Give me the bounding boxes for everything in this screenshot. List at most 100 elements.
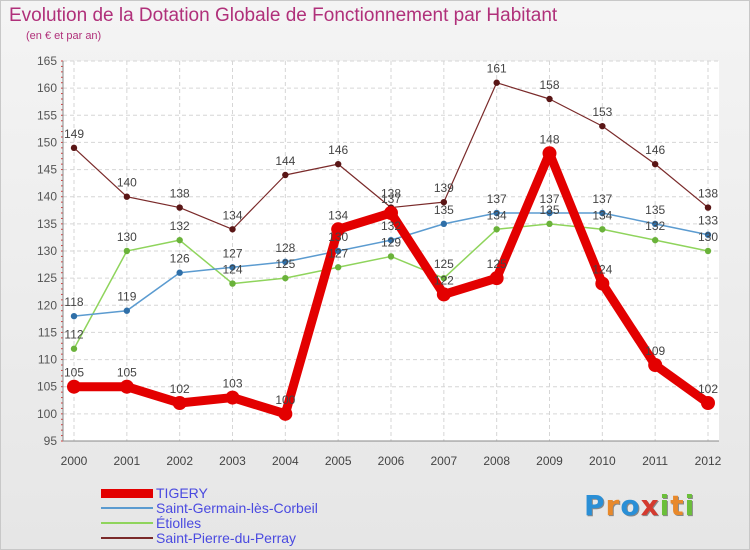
- data-point-0: [119, 379, 134, 394]
- legend-label: Saint-Pierre-du-Perray: [156, 530, 297, 546]
- proxiti-logo: Proxiti: [584, 489, 695, 522]
- data-point-0: [225, 390, 240, 405]
- data-point-1: [70, 312, 78, 320]
- data-point-3: [334, 160, 342, 168]
- chart-title: Evolution de la Dotation Globale de Fonc…: [9, 5, 558, 26]
- x-tick-label: 2004: [272, 454, 299, 468]
- y-tick-label: 100: [37, 407, 57, 421]
- data-label-1: 118: [64, 295, 83, 309]
- data-label-2: 125: [275, 257, 295, 271]
- legend-label: Étiolles: [156, 515, 202, 531]
- data-label-1: 119: [117, 290, 136, 304]
- data-point-2: [704, 247, 712, 255]
- data-label-3: 138: [381, 187, 401, 201]
- data-point-1: [651, 220, 659, 228]
- x-tick-label: 2005: [325, 454, 352, 468]
- data-point-2: [651, 236, 659, 244]
- data-label-1: 128: [275, 241, 295, 255]
- data-point-0: [648, 358, 663, 372]
- data-point-0: [278, 406, 293, 421]
- logo-letter: t: [670, 489, 685, 522]
- data-label-0: 100: [275, 393, 295, 407]
- y-tick-label: 150: [37, 135, 57, 149]
- y-tick-label: 145: [37, 163, 57, 177]
- y-tick-label: 140: [37, 190, 57, 204]
- data-point-1: [704, 231, 712, 238]
- data-point-0: [489, 271, 504, 286]
- x-tick-label: 2001: [113, 454, 140, 468]
- data-label-2: 134: [592, 208, 612, 222]
- data-label-1: 132: [381, 219, 401, 233]
- data-point-3: [70, 144, 78, 152]
- y-tick-label: 130: [37, 244, 57, 258]
- data-label-3: 144: [275, 154, 295, 168]
- data-point-2: [546, 220, 553, 228]
- data-label-0: 124: [592, 263, 612, 277]
- data-label-2: 127: [328, 246, 348, 260]
- y-tick-label: 105: [37, 380, 57, 394]
- data-label-0: 102: [698, 382, 718, 396]
- data-label-3: 138: [698, 187, 718, 201]
- data-label-3: 139: [434, 181, 454, 195]
- data-label-1: 127: [222, 246, 242, 260]
- x-tick-label: 2011: [642, 454, 668, 468]
- data-label-0: 105: [117, 366, 137, 380]
- data-point-2: [176, 236, 183, 244]
- data-label-3: 140: [117, 176, 137, 190]
- data-point-1: [229, 264, 236, 271]
- data-point-2: [123, 247, 131, 255]
- data-point-2: [599, 226, 606, 233]
- data-point-3: [651, 160, 659, 168]
- y-tick-label: 95: [44, 434, 58, 448]
- data-label-0: 109: [645, 344, 665, 358]
- logo-letter: r: [605, 489, 621, 522]
- data-label-2: 130: [698, 230, 718, 244]
- data-point-2: [440, 274, 448, 282]
- data-label-0: 122: [434, 273, 454, 287]
- data-label-2: 132: [170, 219, 190, 233]
- data-point-3: [546, 95, 553, 103]
- logo-letter: P: [584, 489, 606, 522]
- x-tick-label: 2010: [589, 454, 616, 468]
- data-point-0: [436, 287, 451, 302]
- x-tick-label: 2002: [166, 454, 193, 468]
- legend-label: Saint-Germain-lès-Corbeil: [156, 500, 318, 516]
- data-label-3: 146: [328, 143, 348, 157]
- data-point-0: [172, 396, 187, 410]
- data-label-2: 125: [434, 257, 454, 271]
- y-tick-label: 155: [37, 108, 57, 122]
- legend-swatch: [101, 507, 153, 509]
- data-label-3: 158: [539, 78, 559, 92]
- data-label-2: 132: [645, 219, 665, 233]
- data-label-3: 161: [487, 62, 507, 76]
- data-label-3: 146: [645, 143, 665, 157]
- y-tick-label: 165: [37, 54, 57, 68]
- x-tick-label: 2003: [219, 454, 246, 468]
- data-label-3: 149: [64, 127, 84, 141]
- data-label-2: 124: [222, 263, 242, 277]
- x-tick-label: 2012: [695, 454, 722, 468]
- logo-letter: o: [620, 489, 641, 522]
- logo-letter: i: [659, 489, 671, 522]
- data-point-3: [176, 204, 183, 211]
- data-label-2: 134: [487, 208, 507, 222]
- data-label-1: 137: [539, 192, 559, 206]
- legend-label: TIGERY: [156, 485, 208, 501]
- data-point-2: [334, 264, 342, 271]
- data-label-1: 135: [645, 203, 665, 217]
- y-tick-label: 120: [37, 298, 57, 312]
- data-label-2: 130: [117, 230, 137, 244]
- data-point-0: [384, 206, 398, 220]
- data-point-2: [229, 280, 236, 287]
- data-label-2: 112: [64, 328, 83, 342]
- data-point-1: [546, 209, 553, 217]
- data-point-3: [123, 193, 131, 200]
- data-label-0: 105: [64, 366, 84, 380]
- data-point-1: [282, 258, 289, 266]
- data-point-2: [282, 274, 289, 282]
- legend-swatch: [101, 522, 153, 524]
- legend-swatch: [101, 537, 153, 539]
- logo-letter: x: [640, 489, 660, 522]
